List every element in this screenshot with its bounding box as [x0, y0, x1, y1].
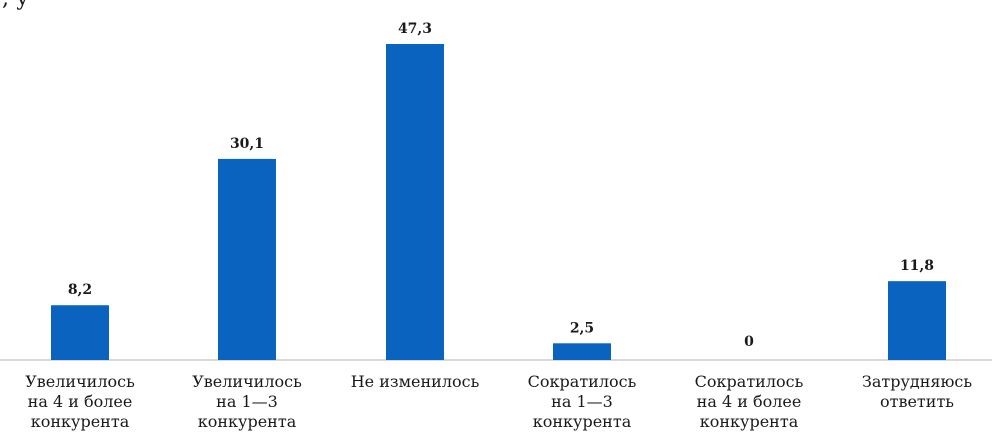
category-label-line: на 1—3 [551, 392, 613, 411]
bar-6 [888, 281, 946, 360]
category-label-1: Увеличилось на 4 и более конкурента [0, 372, 164, 432]
category-label-line: Сократилось [527, 372, 637, 391]
bar-3 [386, 44, 444, 360]
bars-group [51, 44, 946, 360]
category-label-line: Сократилось [694, 372, 804, 391]
value-label-4: 2,5 [570, 320, 594, 336]
category-label-4: Сократилось на 1—3 конкурента [498, 372, 666, 432]
category-label-line: на 4 и более [696, 392, 802, 411]
category-label-line: конкурента [532, 412, 632, 431]
category-label-line: конкурента [699, 412, 799, 431]
value-label-1: 8,2 [68, 282, 92, 298]
category-label-line: конкурента [30, 412, 130, 431]
category-label-2: Увеличилось на 1—3 конкурента [163, 372, 331, 432]
category-label-line: Увеличилось [192, 372, 302, 391]
value-label-5: 0 [744, 334, 754, 350]
category-label-6: Затрудняюсь ответить [833, 372, 992, 412]
value-label-3: 47,3 [398, 21, 432, 37]
category-label-line: Увеличилось [25, 372, 135, 391]
category-label-line: на 1—3 [216, 392, 278, 411]
category-label-5: Сократилось на 4 и более конкурента [665, 372, 833, 432]
value-label-6: 11,8 [900, 258, 934, 274]
category-label-3: Не изменилось [331, 372, 499, 392]
bar-2 [218, 158, 276, 360]
category-label-line: Не изменилось [350, 372, 480, 391]
bar-4 [553, 343, 611, 360]
category-label-line: Затрудняюсь [861, 372, 973, 391]
header-text-fragment: , у [2, 0, 29, 11]
category-label-line: конкурента [197, 412, 297, 431]
category-label-line: на 4 и более [27, 392, 133, 411]
value-labels-group: 8,2 30,1 47,3 2,5 0 11,8 [68, 21, 934, 350]
category-label-line: ответить [879, 392, 955, 411]
bar-1 [51, 305, 109, 360]
value-label-2: 30,1 [230, 136, 264, 152]
